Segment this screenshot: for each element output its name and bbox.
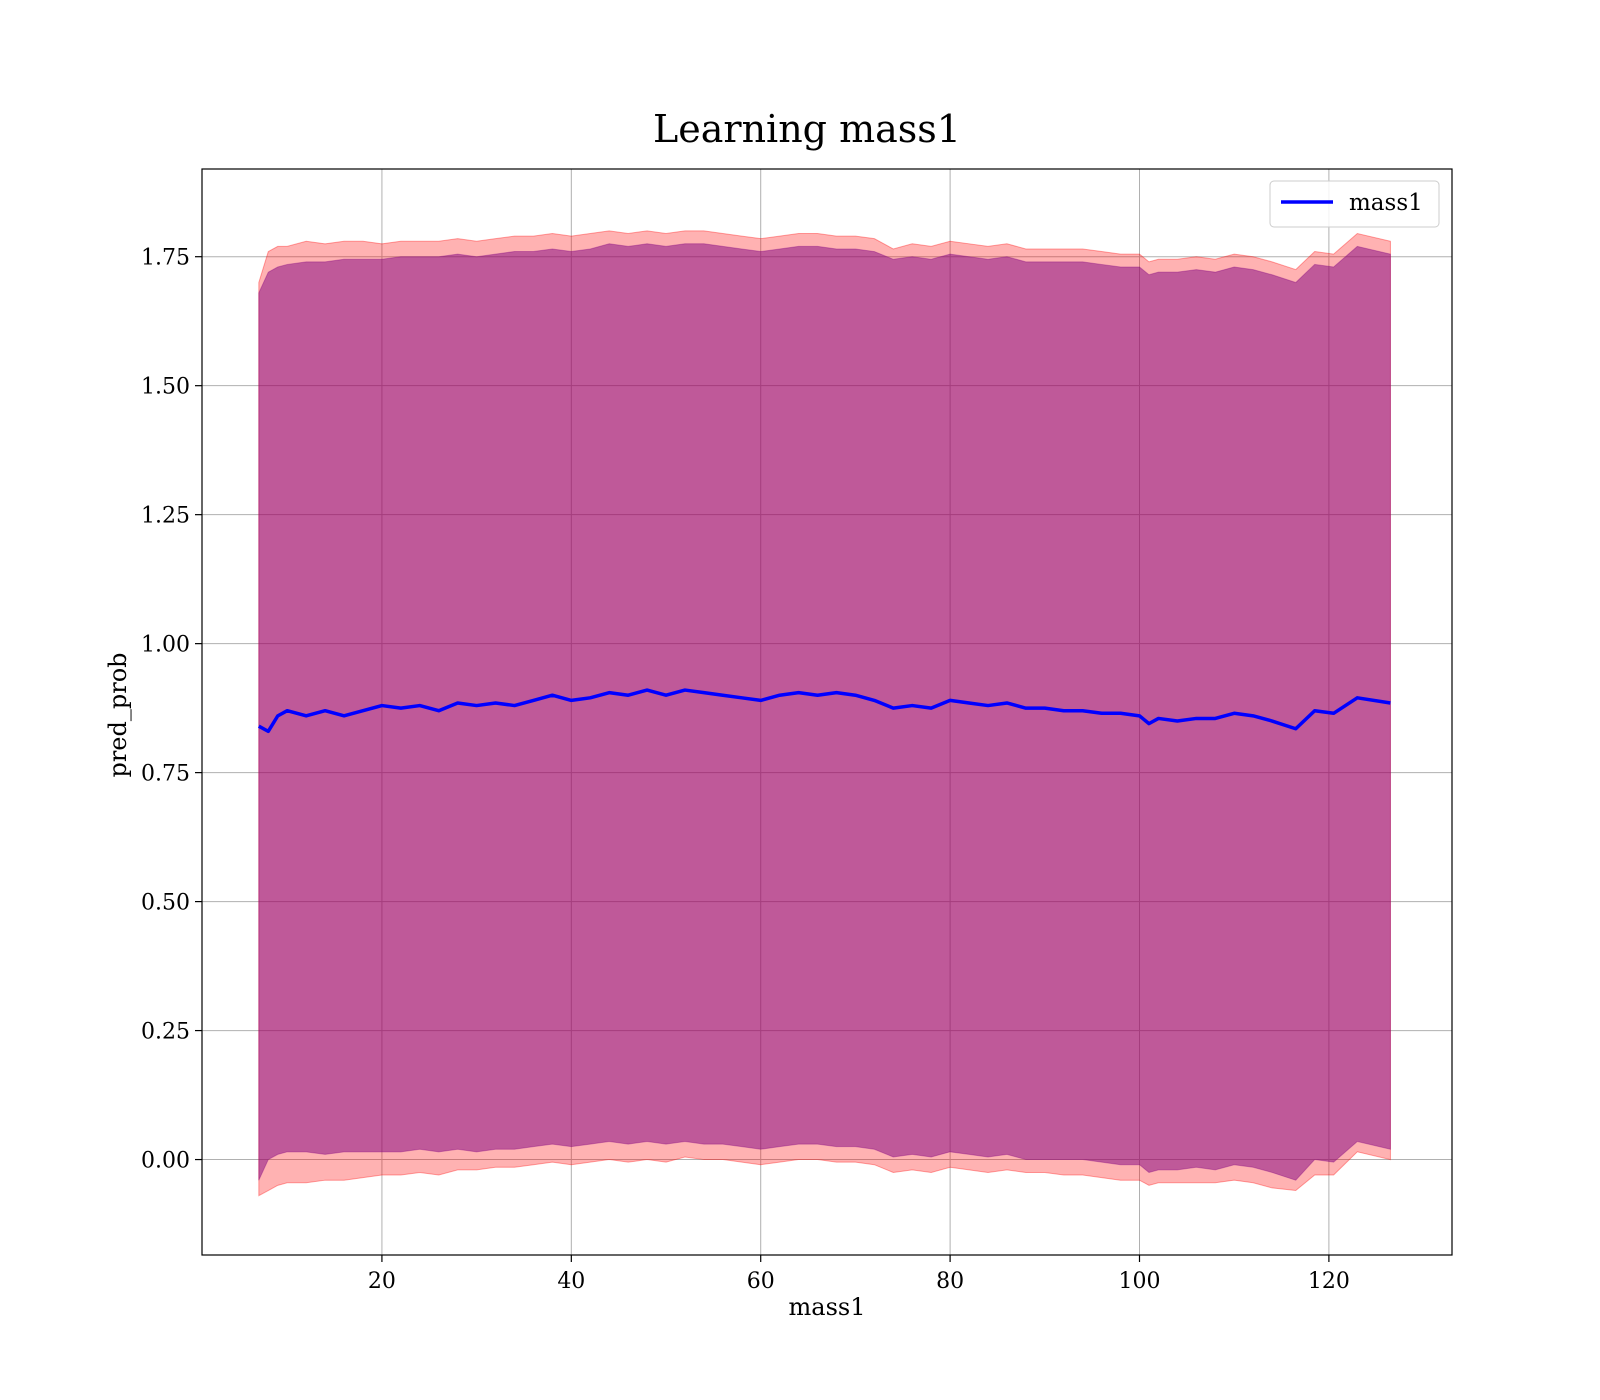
x-tick-label-5: 120 xyxy=(1308,1269,1350,1294)
y-tick-label-3: 0.75 xyxy=(141,762,190,787)
y-axis-label: pred_prob xyxy=(104,652,132,777)
x-tick-label-2: 60 xyxy=(747,1269,775,1294)
inner-confidence-band xyxy=(258,243,1391,1181)
band-layer xyxy=(258,230,1391,1197)
y-tick-label-6: 1.50 xyxy=(141,375,190,400)
series-line-mass1 xyxy=(257,688,1391,734)
y-tick-label-4: 1.00 xyxy=(141,633,190,658)
y-tick-label-7: 1.75 xyxy=(141,246,190,271)
chart-title: Learning mass1 xyxy=(653,107,961,151)
x-tick-label-0: 20 xyxy=(368,1269,396,1294)
y-tick-label-0: 0.00 xyxy=(141,1149,190,1174)
y-tick-label-5: 1.25 xyxy=(141,504,190,529)
x-tick-label-1: 40 xyxy=(557,1269,585,1294)
x-tick-label-3: 80 xyxy=(936,1269,964,1294)
y-tick-label-2: 0.50 xyxy=(141,891,190,916)
line-layer xyxy=(257,688,1391,734)
tick-layer: 20 40 60 80 100 120 0.00 0.25 0.50 0.75 1.00 1.25 1.… xyxy=(141,246,1350,1294)
y-tick-label-1: 0.25 xyxy=(141,1020,190,1045)
x-tick-label-4: 100 xyxy=(1119,1269,1161,1294)
legend-box xyxy=(1269,180,1440,228)
legend-label-mass1: mass1 xyxy=(1349,190,1423,216)
x-axis-label: mass1 xyxy=(789,1293,866,1321)
legend: mass1 xyxy=(1269,180,1440,228)
plot-frame xyxy=(201,168,1453,1256)
